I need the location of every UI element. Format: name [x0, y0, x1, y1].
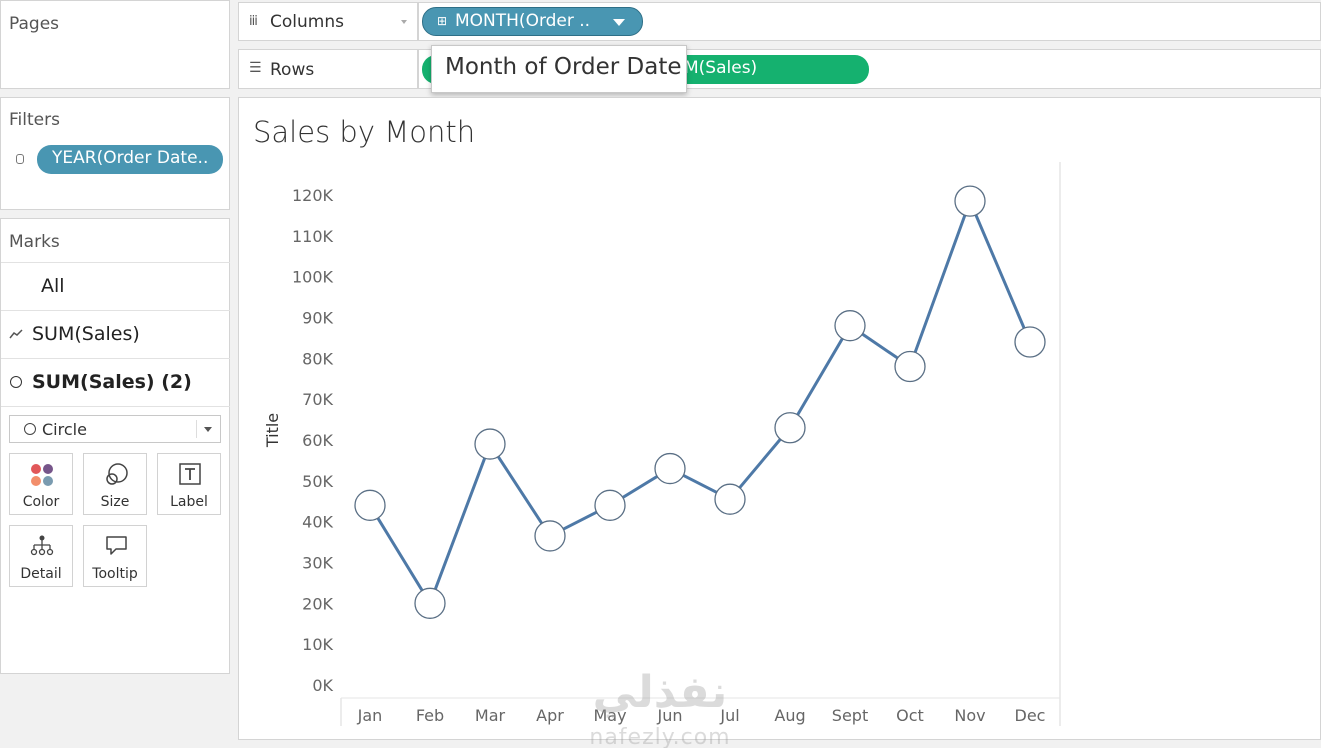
- pages-panel: Pages: [0, 0, 230, 89]
- y-tick-label: 70K: [302, 390, 333, 409]
- view-title: Sales by Month: [253, 115, 476, 149]
- speech-bubble-icon: [106, 536, 127, 555]
- data-point-aug[interactable]: [774, 412, 806, 444]
- y-tick-label: 0K: [312, 676, 333, 695]
- discrete-date-icon: ⊞: [437, 14, 448, 28]
- watermark-arabic: نفذلي: [593, 667, 728, 718]
- watermark-latin: nafezly.com: [589, 725, 730, 748]
- marks-panel: Marks All SUM(Sales) SUM(Sales) (2) Circ…: [0, 218, 230, 674]
- y-tick-label: 20K: [302, 594, 333, 613]
- color-card-label: Color: [22, 494, 60, 510]
- color-card[interactable]: Color: [9, 453, 73, 515]
- data-point-oct[interactable]: [894, 350, 926, 383]
- chevron-down-icon: [204, 427, 212, 432]
- data-point-sept[interactable]: [834, 310, 866, 342]
- x-tick-label: Jun: [657, 706, 683, 725]
- data-point-dec[interactable]: [1014, 326, 1046, 358]
- data-point-jan[interactable]: [354, 489, 386, 521]
- x-tick-label: May: [593, 706, 626, 725]
- filters-title: Filters: [9, 110, 60, 130]
- y-tick-label: 110K: [292, 227, 334, 246]
- y-tick-label: 90K: [302, 309, 333, 328]
- label-card[interactable]: Label: [157, 453, 221, 515]
- columns-chevron-icon: [401, 20, 407, 24]
- y-tick-label: 80K: [302, 349, 333, 368]
- y-tick-label: 120K: [292, 186, 334, 205]
- columns-pill-label: MONTH(Order ..: [455, 11, 591, 31]
- x-tick-label: Dec: [1015, 706, 1046, 725]
- marks-divider: [1, 406, 230, 407]
- size-card-label: Size: [100, 494, 130, 510]
- field-tooltip-text: Month of Order Date: [445, 54, 682, 80]
- marks-title: Marks: [9, 232, 60, 252]
- marks-tab-all-label: All: [41, 275, 65, 297]
- y-tick-label: 50K: [302, 472, 333, 491]
- x-tick-label: Nov: [954, 706, 985, 725]
- filter-pill-year[interactable]: YEAR(Order Date..: [37, 145, 223, 174]
- y-tick-label: 100K: [292, 268, 334, 287]
- data-point-nov[interactable]: [954, 185, 986, 217]
- columns-shelf[interactable]: ⊞ MONTH(Order ..: [418, 2, 1321, 41]
- x-tick-label: Oct: [896, 706, 924, 725]
- columns-pill-month[interactable]: ⊞ MONTH(Order ..: [422, 7, 643, 36]
- pages-title: Pages: [9, 14, 60, 34]
- x-tick-label: Mar: [475, 706, 506, 725]
- x-tick-label: Sept: [832, 706, 868, 725]
- marks-tab-sum-sales-2[interactable]: SUM(Sales) (2): [1, 358, 230, 406]
- tooltip-card-label: Tooltip: [92, 566, 138, 582]
- size-card[interactable]: Size: [83, 453, 147, 515]
- mark-type-dropdown[interactable]: Circle: [9, 415, 221, 443]
- x-tick-label: Aug: [774, 706, 805, 725]
- data-point-jun[interactable]: [654, 452, 686, 485]
- y-tick-label: 30K: [302, 554, 333, 573]
- x-tick-label: Jul: [719, 706, 739, 725]
- marks-tab-sum-sales-label: SUM(Sales): [32, 323, 140, 345]
- columns-shelf-label-area: iii Columns: [238, 2, 418, 41]
- y-axis-title: Title: [263, 413, 282, 448]
- data-point-jul[interactable]: [714, 483, 746, 515]
- marks-tab-all[interactable]: All: [1, 262, 230, 310]
- columns-icon: iii: [249, 14, 258, 29]
- rows-shelf-label-area: ☰ Rows: [238, 49, 418, 89]
- size-icon: [106, 463, 128, 485]
- x-tick-label: Jan: [357, 706, 383, 725]
- sales-series-line: [368, 199, 1032, 605]
- data-point-apr[interactable]: [534, 520, 566, 552]
- detail-card-label: Detail: [20, 566, 62, 582]
- y-tick-label: 40K: [302, 513, 333, 532]
- columns-label: Columns: [270, 12, 344, 32]
- filter-pill-label: YEAR(Order Date..: [52, 148, 209, 168]
- label-icon: [179, 463, 201, 485]
- data-point-may[interactable]: [594, 489, 626, 521]
- data-point-mar[interactable]: [474, 428, 506, 460]
- mark-type-circle-icon: [24, 423, 36, 435]
- circle-mark-icon: [10, 376, 22, 388]
- line-mark-icon: [9, 329, 23, 339]
- filters-panel: Filters YEAR(Order Date..: [0, 97, 230, 210]
- pill-dropdown-icon: [613, 19, 625, 26]
- data-point-feb[interactable]: [414, 587, 446, 619]
- tooltip-card[interactable]: Tooltip: [83, 525, 147, 587]
- x-tick-label: Apr: [536, 706, 564, 725]
- y-tick-label: 60K: [302, 431, 333, 450]
- marks-tab-sum-sales-2-label: SUM(Sales) (2): [32, 371, 192, 393]
- y-tick-label: 10K: [302, 635, 333, 654]
- detail-icon: [30, 535, 54, 556]
- rows-label: Rows: [270, 60, 315, 80]
- rows-icon: ☰: [249, 60, 262, 76]
- marks-tab-sum-sales[interactable]: SUM(Sales): [1, 310, 230, 358]
- mark-type-label: Circle: [42, 420, 87, 439]
- filter-data-icon: [16, 154, 24, 164]
- color-icon: [31, 464, 53, 486]
- detail-card[interactable]: Detail: [9, 525, 73, 587]
- dropdown-divider: [196, 420, 197, 438]
- label-card-label: Label: [170, 494, 208, 510]
- rows-pill-label: M(Sales): [684, 58, 758, 78]
- field-tooltip: Month of Order Date: [431, 45, 687, 93]
- x-tick-label: Feb: [416, 706, 444, 725]
